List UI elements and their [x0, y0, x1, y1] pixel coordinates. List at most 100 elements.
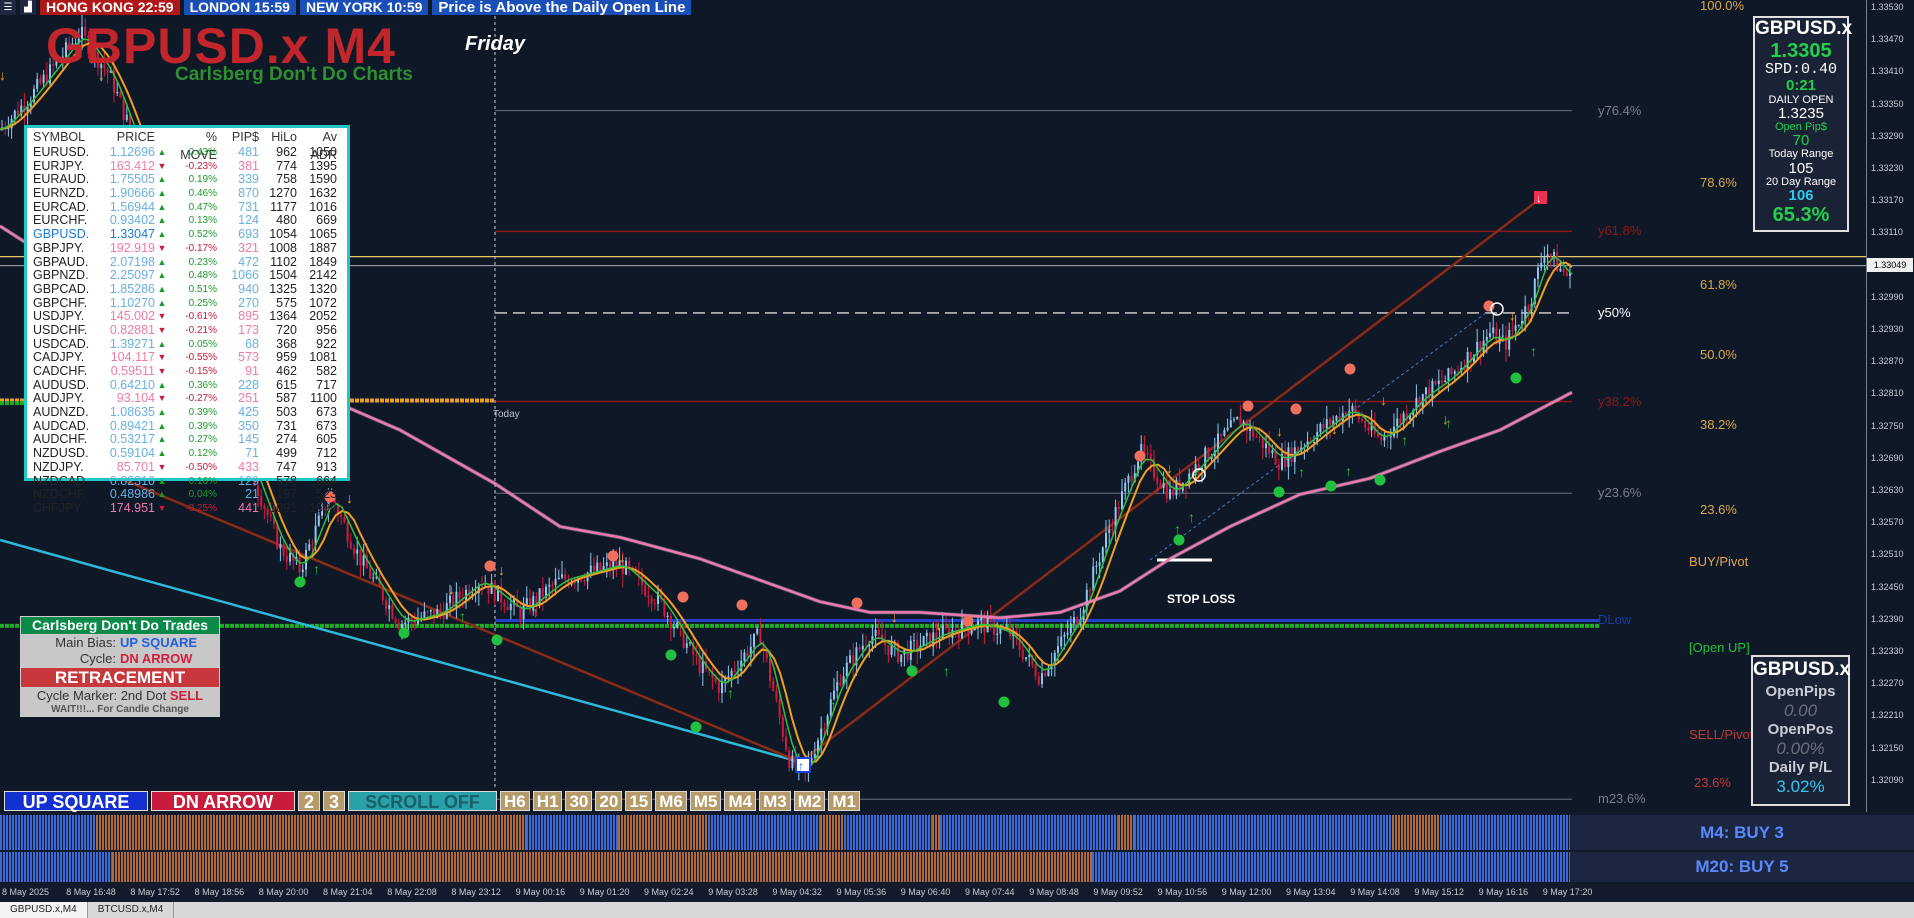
- timeframe-button-h6[interactable]: H6: [500, 791, 530, 811]
- watchlist-row[interactable]: EURCAD. 1.56944 ▲ 0.47% 731 1177 1016: [27, 200, 347, 215]
- strip-bar: [574, 852, 576, 882]
- candle-body: [1335, 416, 1338, 421]
- candle-body: [65, 42, 67, 57]
- strip-bar: [36, 815, 38, 850]
- timeframe-button-15[interactable]: 15: [625, 791, 653, 811]
- chart-icon[interactable]: ▟: [20, 0, 36, 15]
- strip-bar: [616, 852, 618, 882]
- up-square-button[interactable]: UP SQUARE: [4, 791, 148, 812]
- watchlist-sym: USDCAD.: [33, 336, 90, 351]
- price-chart[interactable]: ↓ ↓ ↓ ↓ ↓ ↓ ↓ ↓ ↓ ↓ ↓ ↓ ↓ ↓ ↑ ↑ ↑ ↑ ↑ ↑ ↑ ↑ ↑ ↑ ↑ ↑ ↑ ↑ ↓ ☰ ▟ HONG K…: [0, 0, 1866, 812]
- watchlist-row[interactable]: NZDCHF. 0.48986 ▲ 0.04% 21 197 523: [27, 487, 347, 502]
- strip-bar: [523, 852, 525, 882]
- timeframe-button-m6[interactable]: M6: [655, 791, 687, 811]
- candle-body: [119, 92, 122, 98]
- watchlist-row[interactable]: NZDJPY. 85.701 ▼ -0.50% 433 747 913: [27, 460, 347, 475]
- strip-bar: [736, 852, 738, 882]
- tab-btcusd[interactable]: BTCUSD.x,M4: [88, 902, 175, 918]
- strip-bar: [988, 852, 990, 882]
- strip-bar: [685, 852, 687, 882]
- strip-bar: [292, 852, 294, 882]
- timeframe-button-m1[interactable]: M1: [828, 791, 860, 811]
- timeframe-button-m4[interactable]: M4: [724, 791, 757, 811]
- tab-gbpusd[interactable]: GBPUSD.x,M4: [0, 902, 88, 918]
- strip-bar: [418, 852, 420, 882]
- watchlist-row[interactable]: AUDJPY. 93.104 ▼ -0.27% 251 587 1100: [27, 392, 347, 406]
- watchlist-row[interactable]: AUDCAD. 0.89421 ▲ 0.39% 350 731 673: [27, 419, 347, 434]
- watchlist-row[interactable]: GBPCAD. 1.85286 ▲ 0.51% 940 1325 1320: [27, 282, 347, 297]
- watchlist-row[interactable]: EURUSD. 1.12696 ▲ 0.43% 481 962 1050: [27, 145, 347, 160]
- strip-bar: [96, 852, 98, 882]
- watchlist-price: 192.919: [109, 240, 155, 255]
- strip-bar: [783, 815, 785, 850]
- strip-bar: [1275, 852, 1277, 882]
- candle-body: [52, 64, 55, 66]
- watchlist-row[interactable]: NZDCAD. 0.82310 ▲ 0.16% 129 578 664: [27, 474, 347, 489]
- watchlist-row[interactable]: GBPNZD. 2.25097 ▲ 0.48% 1066 1504 2142: [27, 268, 347, 283]
- watchlist-row[interactable]: GBPJPY. 192.919 ▼ -0.17% 321 1008 1887: [27, 240, 347, 256]
- candle-body: [1098, 562, 1101, 566]
- level-2-button[interactable]: 2: [298, 791, 320, 812]
- strip-bar: [630, 815, 632, 850]
- watchlist-row[interactable]: CHFJPY. 174.951 ▼ -0.25% 441 1091 1594: [27, 501, 347, 516]
- strip-bar: [1518, 815, 1520, 850]
- fib-y-label: y38.2%: [1598, 393, 1642, 409]
- timeframe-button-m2[interactable]: M2: [793, 791, 826, 811]
- watchlist-row[interactable]: GBPCHF. 1.10270 ▲ 0.25% 270 575 1072: [27, 296, 347, 311]
- timeframe-button-20[interactable]: 20: [595, 791, 623, 811]
- price-axis[interactable]: 1.33530 1.33470 1.33410 1.33350 1.33290 1.332…: [1866, 0, 1914, 812]
- watchlist-price: 104.117: [110, 350, 155, 365]
- watchlist-row[interactable]: AUDNZD. 1.08635 ▲ 0.39% 425 503 673: [27, 405, 347, 420]
- menu-icon[interactable]: ☰: [0, 0, 16, 15]
- strip-bar: [328, 852, 330, 882]
- scroll-toggle-button[interactable]: SCROLL OFF: [348, 791, 497, 812]
- watchlist-row[interactable]: CADCHF. 0.59511 ▼ -0.15% 91 462 582: [27, 364, 347, 379]
- strip-bar: [1509, 852, 1511, 882]
- strip-bar: [1111, 815, 1113, 850]
- watchlist-row[interactable]: EURJPY. 163.412 ▼ -0.23% 381 774 1395: [27, 159, 347, 174]
- strip-bar: [307, 852, 309, 882]
- strip-bar: [1455, 815, 1457, 850]
- watchlist-row[interactable]: GBPUSD. 1.33047 ▲ 0.52% 693 1054 1065: [27, 227, 347, 242]
- watchlist-row[interactable]: USDCHF. 0.82881 ▼ -0.21% 173 720 956: [27, 323, 347, 338]
- timeframe-button-30[interactable]: 30: [565, 791, 593, 811]
- strip-bar: [681, 815, 683, 850]
- strip-bar: [316, 852, 318, 882]
- candle-body: [97, 49, 99, 68]
- strip-bar: [1413, 815, 1415, 850]
- strip-bar: [1287, 852, 1289, 882]
- candle-body: [692, 642, 695, 655]
- timeframe-button-h1[interactable]: H1: [532, 791, 563, 811]
- timeframe-button-m3[interactable]: M3: [759, 791, 791, 811]
- strip-bar: [586, 815, 588, 850]
- watchlist-row[interactable]: AUDUSD. 0.64210 ▲ 0.36% 228 615 717: [27, 378, 347, 393]
- strip-bar: [351, 815, 353, 850]
- timeframe-button-m5[interactable]: M5: [689, 791, 722, 811]
- info-price: 1.3305: [1770, 40, 1832, 62]
- watchlist-row[interactable]: EURAUD. 1.75505 ▲ 0.19% 339 758 1590: [27, 173, 347, 187]
- watchlist-row[interactable]: AUDCHF. 0.53217 ▲ 0.27% 145 274 605: [27, 433, 347, 447]
- dn-arrow-button[interactable]: DN ARROW: [151, 791, 295, 812]
- watchlist-row[interactable]: EURNZD. 1.90666 ▲ 0.46% 870 1270 1632: [27, 186, 347, 201]
- watchlist-row[interactable]: EURCHF. 0.93402 ▲ 0.13% 124 480 669: [27, 214, 347, 228]
- watchlist-row[interactable]: USDJPY. 145.002 ▼ -0.61% 895 1364 2052: [27, 310, 347, 324]
- watchlist-row[interactable]: USDCAD. 1.39271 ▲ 0.05% 68 368 922: [27, 336, 347, 352]
- today-marker: Today: [493, 409, 520, 420]
- strip-bar: [1087, 852, 1089, 882]
- strip-bar: [1305, 815, 1307, 850]
- watchlist-row[interactable]: CADJPY. 104.117 ▼ -0.55% 573 959 1081: [27, 351, 347, 365]
- down-arrow-icon: ▼: [157, 242, 167, 253]
- candle-body: [1085, 589, 1088, 610]
- strip-bar: [1467, 815, 1469, 850]
- strip-bar: [312, 815, 314, 850]
- candle-body: [465, 589, 467, 601]
- strip-bar: [619, 852, 621, 882]
- strip-bar: [559, 815, 561, 850]
- level-3-button[interactable]: 3: [323, 791, 345, 812]
- candle-body: [1495, 327, 1498, 344]
- watchlist-row[interactable]: GBPAUD. 2.07198 ▲ 0.23% 472 1102 1849: [27, 255, 347, 270]
- strip-bar: [1536, 852, 1538, 882]
- watchlist-row[interactable]: NZDUSD. 0.59104 ▲ 0.12% 71 499 712: [27, 446, 347, 461]
- strip-bar: [480, 815, 482, 850]
- strip-bar: [696, 815, 698, 850]
